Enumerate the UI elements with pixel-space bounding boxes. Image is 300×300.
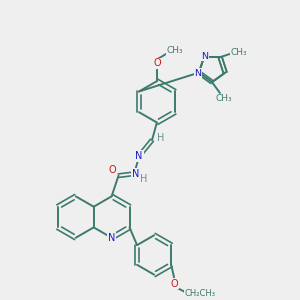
Text: H: H xyxy=(157,133,164,143)
Text: O: O xyxy=(153,58,161,68)
Text: H: H xyxy=(140,174,148,184)
Text: CH₃: CH₃ xyxy=(166,46,183,55)
Text: N: N xyxy=(136,151,143,161)
Text: CH₃: CH₃ xyxy=(230,48,247,57)
Text: O: O xyxy=(109,165,116,175)
Text: CH₃: CH₃ xyxy=(215,94,232,103)
Text: N: N xyxy=(194,69,201,78)
Text: CH₂CH₃: CH₂CH₃ xyxy=(184,289,215,298)
Text: N: N xyxy=(131,169,139,179)
Text: N: N xyxy=(201,52,208,61)
Text: O: O xyxy=(170,278,178,289)
Text: N: N xyxy=(108,233,115,243)
